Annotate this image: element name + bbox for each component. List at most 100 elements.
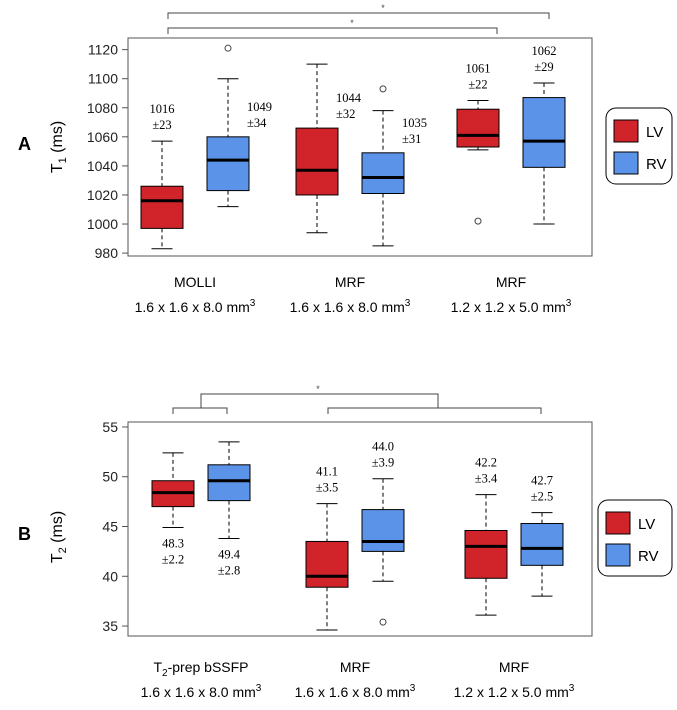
legend-swatch-lv [605,511,631,535]
mean-label: 49.4 [218,547,241,561]
box-iqr [456,108,500,148]
y-tick-label: 45 [102,519,118,535]
box-iqr [295,127,339,196]
category-label-line1: MOLLI [174,274,216,290]
sd-label: ±3.5 [316,481,339,495]
box-lv-1: 1016 ±23 [140,102,184,250]
y-tick-label: 1120 [88,42,118,58]
y-tick-label: 1060 [87,129,118,145]
category-name: MRF [499,659,529,675]
box-iqr [464,529,508,579]
significance-bracket [200,393,439,398]
y-axis-label: T1 (ms) [49,121,69,173]
category-label-line2: 1.6 x 1.6 x 8.0 mm3 [135,298,256,315]
box-iqr [361,152,405,195]
box-iqr [140,185,184,229]
significance-bracket [167,27,498,34]
legend-label-lv: LV [646,124,663,141]
box-lv-3: 1061 ±22 [456,61,500,225]
sd-label: ±29 [534,60,553,74]
category-resolution-sup: 3 [410,683,416,694]
sd-label: ±3.4 [475,472,498,486]
box-iqr [520,523,564,566]
category-label-line1: T2-prep bSSFP [153,659,248,679]
category-resolution: 1.6 x 1.6 x 8.0 mm [295,684,410,700]
category-name: MOLLI [174,274,216,290]
box-rv-2: 44.0 ±3.9 [361,440,405,626]
category-resolution: 1.6 x 1.6 x 8.0 mm [135,299,250,315]
category-label-line2: 1.2 x 1.2 x 5.0 mm3 [451,298,572,315]
mean-label: 1049 [247,100,272,114]
group-brace [327,407,542,414]
category-resolution-sup: 3 [566,298,572,309]
y-tick-label: 55 [102,419,118,435]
legend-swatch-rv [613,151,639,175]
category-label-line2: 1.6 x 1.6 x 8.0 mm3 [290,298,411,315]
sd-label: ±31 [402,132,421,146]
mean-label: 44.0 [372,440,394,454]
box-iqr [207,464,251,502]
category-label-line2: 1.2 x 1.2 x 5.0 mm3 [454,683,575,700]
y-axis-label-sub: 2 [57,547,69,553]
box-lv-3: 42.2 ±3.4 [464,456,508,616]
box-lv-2: 41.1 ±3.5 [305,465,349,631]
legend-swatch-lv [613,119,639,143]
y-axis: 35 40 45 50 55 [102,419,128,634]
outlier-point [224,44,232,52]
outlier-point [379,85,387,93]
significance-brackets: * [172,384,542,414]
y-tick-label: 1020 [87,187,118,203]
mean-label: 1062 [532,44,557,58]
mean-label: 1061 [466,61,491,75]
mean-label: 1016 [150,102,175,116]
panel-a: 980 1000 1020 1040 1060 1080 1100 1120 A T1 (ms) M… [18,3,673,315]
significance-marker: * [316,384,320,394]
y-tick-label: 50 [102,469,118,485]
y-axis-label: T2 (ms) [49,511,69,563]
category-label-line1: MRF [340,659,370,675]
category-label-line1: MRF [499,659,529,675]
significance-marker: * [350,18,354,28]
sd-label: ±23 [152,118,171,132]
mean-label: 48.3 [162,537,184,551]
y-tick-label: 1100 [88,71,118,87]
box-iqr [522,97,566,168]
mean-label: 42.2 [475,456,497,470]
y-axis: 980 1000 1020 1040 1060 1080 1100 1120 [87,42,128,261]
category-resolution: 1.2 x 1.2 x 5.0 mm [454,684,569,700]
category-resolution-sup: 3 [569,683,575,694]
y-axis-label-sub: 1 [57,157,69,163]
category-name: MRF [335,274,365,290]
box-rv-3: 1062 ±29 [522,44,566,225]
outlier-point [474,217,482,225]
sd-label: ±2.5 [531,490,554,504]
y-axis-label-main: T [49,553,66,563]
significance-bracket [167,12,550,19]
y-tick-label: 1080 [87,100,118,116]
mean-label: 42.7 [531,474,553,488]
panel-label: A [18,134,31,154]
sd-label: ±2.2 [162,553,185,567]
box-rv-1: 1049 ±34 [206,44,272,208]
category-name: MRF [496,274,526,290]
significance-brackets: ** [167,3,550,34]
category-resolution-sup: 3 [250,298,256,309]
legend: LV RV [605,107,673,185]
category-label-line1: MRF [496,274,526,290]
legend-label-lv: LV [638,516,655,533]
plot-frame [127,421,593,637]
y-axis-label-main: T [49,163,66,173]
legend: LV RV [597,499,673,577]
y-tick-label: 1040 [87,158,118,174]
sd-label: ±2.8 [218,563,241,577]
group-brace [172,407,228,414]
legend-swatch-rv [605,543,631,567]
category-name: T [153,659,162,675]
mean-label: 1035 [402,116,427,130]
panel-label: B [18,524,31,544]
y-axis-label-unit: (ms) [49,511,66,547]
category-label-line1: MRF [335,274,365,290]
legend-label-rv: RV [638,548,659,565]
y-tick-label: 40 [102,568,118,584]
